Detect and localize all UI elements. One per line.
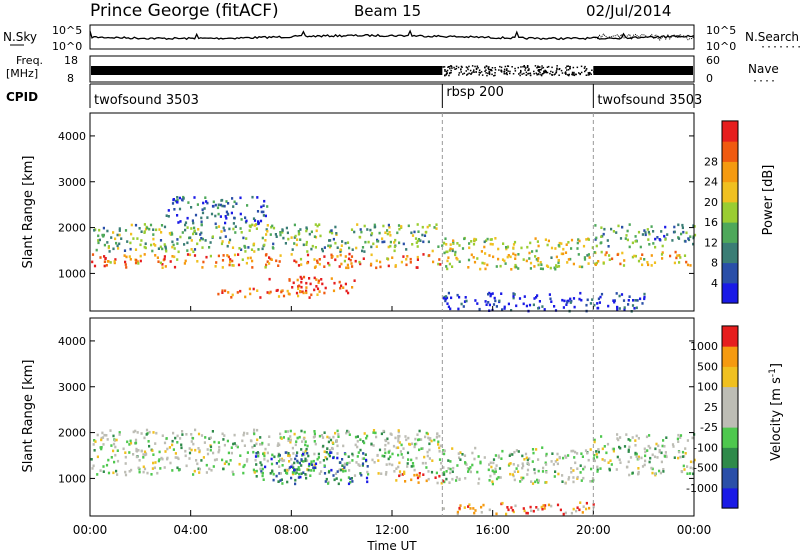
y-tick-label: 4000 [58,130,86,143]
nsearch-label: N.Search [745,30,799,44]
colorbar-swatch [722,242,738,264]
nsky-left-tick-top: 10^5 [52,24,82,37]
colorbar-swatch [722,447,738,469]
x-tick-label: 00:00 [677,523,712,537]
colorbar-tick-label: 25 [704,401,718,414]
time-x-axis: 00:00 04:00 08:00 12:00 16:00 20:00 00:00 [73,306,712,537]
colorbar-swatch [722,181,738,203]
colorbar-swatch [722,487,738,509]
nsky-trace [89,29,695,41]
velocity-colorbar: 1000 500 100 25 -25 -100 -500 -1000 [686,325,739,509]
colorbar-tick-label: -25 [700,421,718,434]
colorbar-tick-label: 500 [697,360,718,373]
colorbar-swatch [722,427,738,448]
freq-label: Freq. [16,54,43,67]
power-y-label: Slant Range [km] [21,156,36,269]
colorbar-tick-label: 20 [704,196,718,209]
nsearch-trace [595,33,695,41]
colorbar-tick-label: -1000 [686,482,718,495]
colorbar-swatch [722,222,738,243]
nsearch-legend-dots: ······· [760,42,800,53]
colorbar-tick-label: 100 [697,381,718,394]
power-colorbar-label: Power [dB] [761,165,776,236]
velocity-y-label: Slant Range [km] [21,360,36,473]
nave-label: Nave [748,62,779,76]
nave-tick-top: 60 [706,54,720,67]
colorbar-tick-label: 4 [711,277,718,290]
colorbar-tick-label: -500 [693,462,718,475]
colorbar-swatch [722,120,738,142]
x-tick-label: 04:00 [173,523,208,537]
nave-tick-bottom: 0 [706,72,713,85]
colorbar-tick-label: 28 [704,155,718,168]
y-tick-label: 3000 [58,381,86,394]
cpid-strip: CPID twofsound 3503 rbsp 200 twofsound 3… [6,83,702,108]
y-tick-label: 1000 [58,267,86,280]
colorbar-tick-label: -100 [693,441,718,454]
colorbar-swatch [722,262,738,284]
x-tick-label: 16:00 [475,523,510,537]
freq-tick-top: 18 [64,54,78,67]
x-tick-label: 08:00 [274,523,309,537]
nsky-strip: N.Sky 10^5 10^0 10^5 10^0 N.Search ·····… [3,24,800,53]
velocity-y-axis: 1000 2000 3000 4000 [58,335,694,485]
nsky-label: N.Sky [3,30,37,44]
colorbar-swatch [722,282,738,304]
y-tick-label: 4000 [58,335,86,348]
station-title: Prince George (fitACF) [90,1,279,21]
colorbar-tick-label: 12 [704,236,718,249]
colorbar-swatch [722,161,738,183]
date-label: 02/Jul/2014 [586,2,671,20]
y-tick-label: 2000 [58,427,86,440]
colorbar-swatch [722,346,738,367]
nsky-right-tick-top: 10^5 [706,24,736,37]
colorbar-swatch [722,141,738,162]
x-tick-label: 00:00 [73,523,108,537]
colorbar-swatch [722,406,738,428]
colorbar-swatch [722,366,738,388]
colorbar-swatch [722,467,738,489]
x-tick-label: 20:00 [576,523,611,537]
x-tick-label: 12:00 [375,523,410,537]
velocity-colorbar-label: Velocity [m s-1] [768,363,784,461]
nsky-left-tick-bottom: 10^0 [52,40,82,53]
nsky-right-tick-bottom: 10^0 [706,40,736,53]
freq-tick-bottom: 8 [67,72,74,85]
y-tick-label: 3000 [58,176,86,189]
colorbar-tick-label: 1000 [690,340,718,353]
colorbar-swatch [722,386,738,408]
mode-change-dashed-lines [441,113,594,516]
beam-label: Beam 15 [354,2,421,20]
colorbar-tick-label: 8 [711,257,718,270]
y-tick-label: 2000 [58,222,86,235]
cpid-segment-label: rbsp 200 [446,85,504,100]
freq-unit-label: [MHz] [6,67,38,80]
colorbar-tick-label: 24 [704,176,718,189]
power-colorbar: 4 8 12 16 20 24 28 [704,120,739,304]
cpid-label: CPID [6,90,38,104]
velocity-panel: 1000 2000 3000 4000 Slant Range [km] 1000 50… [21,306,784,553]
power-data-cells [91,195,697,313]
colorbar-swatch [722,201,738,223]
power-y-axis: 1000 2000 3000 4000 [58,130,694,280]
colorbar-tick-label: 16 [704,216,718,229]
cpid-segment-label: twofsound 3503 [94,93,199,108]
time-x-label: Time UT [366,539,417,553]
freq-trace [91,65,693,77]
colorbar-swatch [722,325,738,347]
y-tick-label: 1000 [58,472,86,485]
power-panel: 1000 2000 3000 4000 Slant Range [km] 4 8 12 16… [21,112,776,313]
velocity-data-cells [90,428,696,516]
cpid-segment-label: twofsound 3503 [597,93,702,108]
freq-strip: Freq. [MHz] 18 8 60 0 Nave ···· [6,54,779,87]
nave-legend-dots: ···· [752,76,776,87]
